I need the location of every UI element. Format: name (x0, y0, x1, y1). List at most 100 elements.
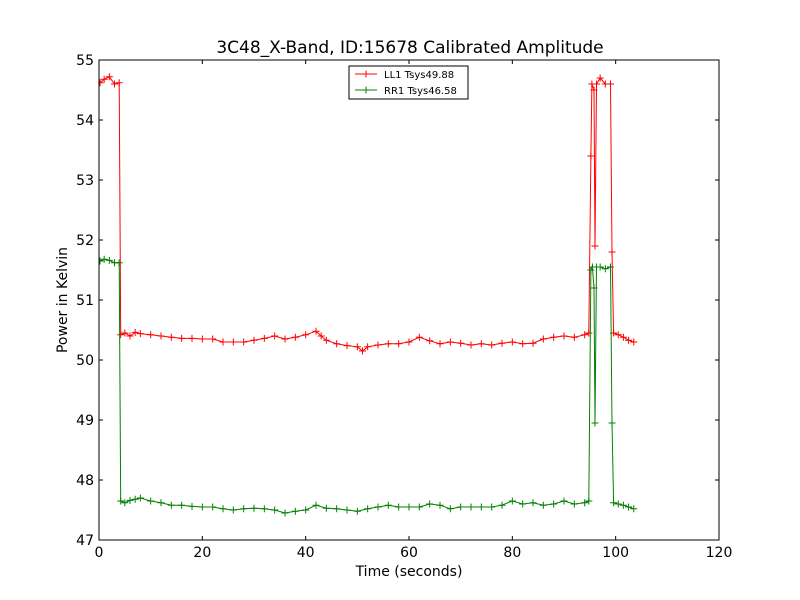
x-tick-label: 0 (95, 545, 104, 561)
data-point (131, 328, 139, 336)
data-point (209, 335, 217, 343)
data-point (384, 340, 392, 348)
y-tick-label: 49 (76, 413, 94, 429)
data-point (260, 334, 268, 342)
data-point (415, 503, 423, 511)
data-point (281, 509, 289, 517)
data-point (591, 419, 599, 427)
data-point (229, 506, 237, 514)
y-tick-label: 51 (76, 293, 94, 309)
data-point (131, 495, 139, 503)
data-point (596, 263, 604, 271)
data-point (136, 494, 144, 502)
y-tick-label: 48 (76, 473, 94, 489)
data-point (625, 503, 633, 511)
data-point (457, 503, 465, 511)
data-point (607, 80, 614, 88)
data-point (322, 504, 330, 512)
data-point (240, 505, 248, 513)
data-point (312, 327, 320, 335)
data-point (467, 503, 475, 511)
data-point (590, 86, 598, 94)
data-point (343, 506, 351, 514)
data-point (593, 80, 601, 88)
y-tick-label: 47 (76, 533, 94, 549)
y-tick-label: 52 (76, 233, 94, 249)
data-point (508, 338, 516, 346)
data-point (550, 500, 558, 508)
data-point (591, 242, 599, 250)
data-point (529, 339, 537, 347)
x-tick-label: 40 (297, 545, 315, 561)
data-point (250, 504, 258, 512)
data-point (436, 501, 444, 509)
data-point (359, 347, 366, 355)
data-point (188, 502, 196, 510)
x-tick-label: 20 (193, 545, 211, 561)
series-2 (99, 255, 638, 517)
data-point (426, 337, 434, 345)
data-point (570, 333, 578, 341)
data-point (333, 505, 341, 513)
data-point (457, 339, 465, 347)
data-point (395, 503, 403, 511)
data-point (560, 332, 568, 340)
data-point (446, 338, 454, 346)
data-point (260, 505, 268, 513)
data-point (317, 332, 325, 340)
data-point (395, 340, 403, 348)
data-point (198, 503, 206, 511)
data-point (99, 257, 104, 265)
legend-box (348, 65, 469, 100)
data-point (322, 336, 330, 344)
legend-marker (362, 86, 370, 94)
legend-marker (362, 70, 370, 78)
data-point (100, 75, 108, 83)
data-point (436, 340, 444, 348)
data-point (271, 506, 279, 514)
data-point (302, 506, 310, 514)
data-point (188, 334, 196, 342)
data-point (178, 501, 186, 509)
data-point (614, 331, 622, 339)
data-point (508, 497, 516, 505)
y-tick-label: 54 (76, 113, 94, 129)
data-point (115, 259, 123, 267)
data-point (610, 499, 618, 507)
data-point (271, 332, 279, 340)
data-point (353, 507, 361, 515)
x-tick-label: 80 (503, 545, 521, 561)
data-point (590, 284, 598, 292)
data-point (121, 329, 129, 337)
data-point (384, 501, 392, 509)
data-point (587, 152, 595, 160)
data-point (498, 501, 506, 509)
data-point (147, 497, 155, 505)
data-point (157, 499, 165, 507)
data-point (312, 501, 320, 509)
data-point (198, 335, 206, 343)
data-point (601, 265, 609, 273)
data-point (136, 330, 144, 338)
data-point (585, 329, 593, 337)
data-point (121, 499, 129, 507)
data-point (291, 507, 299, 515)
data-point (111, 80, 118, 88)
data-point (364, 343, 372, 351)
data-point (581, 331, 589, 339)
legend: LL1 Tsys49.88 RR1 Tsys46.58 (348, 65, 469, 100)
data-point (630, 338, 638, 346)
x-tick-label: 120 (706, 545, 733, 561)
data-point (619, 333, 627, 341)
data-point (115, 79, 123, 87)
data-point (560, 497, 568, 505)
data-point (608, 419, 616, 427)
data-point (117, 331, 125, 339)
data-point (167, 333, 175, 341)
chart-title: 3C48_X-Band, ID:15678 Calibrated Amplitu… (216, 38, 603, 58)
data-point (105, 73, 113, 81)
data-point (625, 336, 633, 344)
data-point (219, 338, 227, 346)
data-point (167, 501, 175, 509)
